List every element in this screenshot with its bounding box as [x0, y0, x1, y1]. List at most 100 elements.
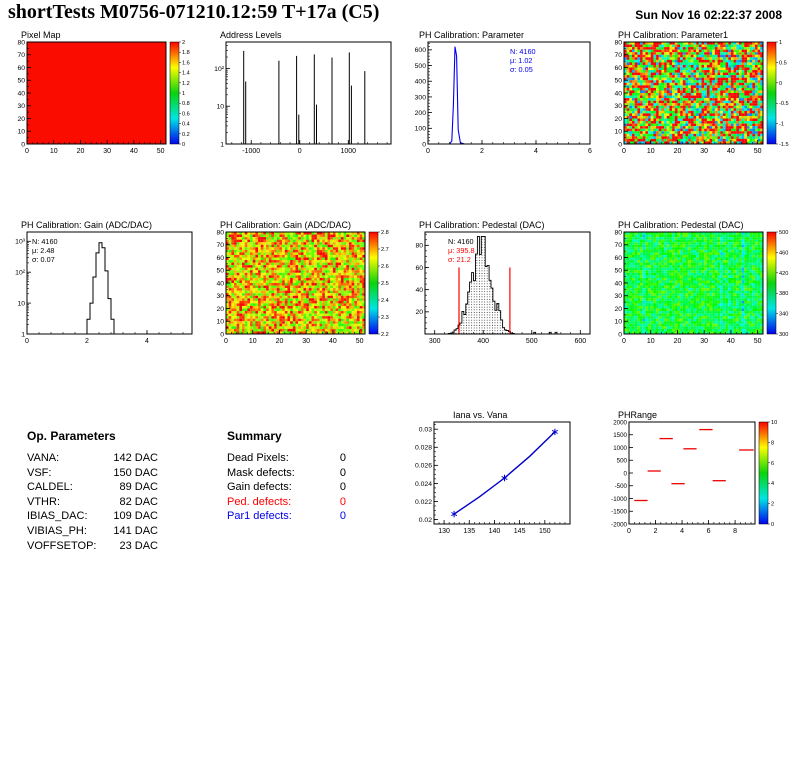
pad-pedestal-map: 0 10 20 30 40 50 0 10 20 30 40 50 60 70 80 500 460 420 380…	[597, 218, 796, 358]
summary-title: Summary	[227, 429, 282, 443]
pad-summary: Summary Dead Pixels: 0 Mask defects: 0 G…	[199, 408, 398, 548]
svg-text:10³: 10³	[15, 239, 26, 246]
svg-text:4: 4	[534, 148, 538, 155]
gain-heatmap: 0 10 20 30 40 50 0 10 20 30 40 50 60 70 80 2.8 2.7 2.6 2.5…	[216, 220, 389, 345]
svg-text:1.2: 1.2	[182, 81, 190, 87]
op-parameter-value: 109 DAC	[113, 510, 158, 523]
svg-text:10: 10	[17, 301, 25, 308]
svg-text:70: 70	[17, 52, 25, 59]
summary-value: 0	[339, 495, 346, 508]
summary-row: Dead Pixels: 0	[227, 451, 346, 466]
summary-value: 0	[339, 510, 346, 523]
svg-text:0: 0	[220, 331, 224, 338]
summary-row: Ped. defects: 0	[227, 495, 346, 510]
pad-gain-histogram: 0 2 4 1 10 10² 10³ PH Calibration: Gain (ADC/DA…	[0, 218, 199, 358]
svg-text:0: 0	[182, 142, 185, 148]
pad-address-levels: -1000 0 1000 1 10 10² Address Levels	[199, 28, 398, 168]
summary-label: Par1 defects:	[227, 510, 292, 523]
op-parameter-row: CALDEL: 89 DAC	[27, 480, 158, 495]
svg-text:Pixel Map: Pixel Map	[21, 30, 61, 40]
svg-text:2: 2	[85, 338, 89, 345]
svg-text:0.5: 0.5	[779, 60, 787, 66]
ph-range-chart: 0 2 4 6 82000150010005000-500-1000-1500-2000…	[611, 410, 777, 535]
svg-text:2: 2	[480, 148, 484, 155]
pad-ph-range: 0 2 4 6 8 2000 1500 1000 500 0 -500 -1000 -1500 -2000…	[597, 408, 796, 548]
op-parameter-row: VSF: 150 DAC	[27, 466, 158, 481]
summary-row: Gain defects: 0	[227, 480, 346, 495]
svg-text:40: 40	[216, 280, 224, 287]
svg-text:μ: 2.48: μ: 2.48	[32, 246, 54, 255]
op-parameter-row: VOFFSETOP: 23 DAC	[27, 539, 158, 554]
ph-parameter1-heatmap: 0 10 20 30 40 50 0 10 20 30 40 50 60 70 80 1 0.5 0 -0.5 -1 -…	[614, 30, 788, 155]
svg-text:0: 0	[21, 141, 25, 148]
op-parameter-row: VTHR: 82 DAC	[27, 495, 158, 510]
svg-text:0: 0	[25, 338, 29, 345]
svg-text:50: 50	[356, 338, 364, 345]
svg-text:70: 70	[216, 242, 224, 249]
svg-text:300: 300	[429, 338, 441, 345]
svg-text:0: 0	[618, 141, 622, 148]
svg-text:600: 600	[574, 338, 586, 345]
op-parameter-name: IBIAS_DAC:	[27, 510, 88, 523]
op-parameter-row: VIBIAS_PH: 141 DAC	[27, 524, 158, 539]
summary-label: Mask defects:	[227, 466, 295, 479]
svg-text:2.5: 2.5	[381, 281, 389, 287]
summary-label: Gain defects:	[227, 481, 292, 494]
svg-text:500: 500	[526, 338, 538, 345]
pad-pedestal-histogram: 300 400 500 600 20 40 60 80 PH Calibration: Pede…	[398, 218, 597, 358]
address-levels-chart: -1000 0 1000 1 10 10² Address Levels	[214, 30, 392, 155]
svg-text:2: 2	[182, 40, 185, 46]
svg-text:0: 0	[298, 148, 302, 155]
svg-text:PH Calibration: Parameter1: PH Calibration: Parameter1	[618, 30, 728, 40]
svg-text:50: 50	[754, 148, 762, 155]
svg-text:2.4: 2.4	[381, 298, 389, 304]
svg-text:500: 500	[415, 63, 427, 70]
svg-text:1.6: 1.6	[182, 60, 190, 66]
svg-text:60: 60	[216, 255, 224, 262]
svg-text:0.2: 0.2	[182, 132, 190, 138]
pad-ph-calibration-parameter: 0 2 4 6 0 100 200 300 400 500 600 PH Calibration: P…	[398, 28, 597, 168]
svg-text:40: 40	[614, 90, 622, 97]
svg-text:-1000: -1000	[242, 148, 260, 155]
op-parameter-value: 89 DAC	[119, 481, 158, 494]
pad-pixel-map: 0 10 20 30 40 50 0 10 20 30 40 50 60 70 80 2 1.8 1.6 1.4 1.…	[0, 28, 199, 168]
svg-text:PH Calibration: Parameter: PH Calibration: Parameter	[419, 30, 524, 40]
svg-text:0: 0	[779, 81, 782, 87]
svg-text:μ: 395.8: μ: 395.8	[448, 246, 475, 255]
svg-text:60: 60	[415, 265, 423, 272]
svg-text:50: 50	[157, 148, 165, 155]
svg-text:10: 10	[614, 129, 622, 136]
timestamp: Sun Nov 16 02:22:37 2008	[635, 8, 782, 22]
svg-text:20: 20	[77, 148, 85, 155]
svg-text:-1: -1	[779, 122, 784, 128]
svg-text:40: 40	[727, 148, 735, 155]
gain-histogram-chart: 0 2 4 1 10 10² 10³ PH Calibration: Gain (ADC/DA…	[15, 220, 193, 345]
summary-value: 0	[339, 452, 346, 464]
svg-text:30: 30	[216, 293, 224, 300]
svg-text:1.8: 1.8	[182, 50, 190, 56]
svg-text:0: 0	[422, 141, 426, 148]
op-parameter-name: VIBIAS_PH:	[27, 524, 87, 537]
svg-text:80: 80	[17, 39, 25, 46]
svg-text:2.3: 2.3	[381, 315, 389, 321]
svg-text:1: 1	[21, 331, 25, 338]
svg-text:20: 20	[216, 306, 224, 313]
svg-text:4: 4	[145, 338, 149, 345]
svg-text:10: 10	[17, 129, 25, 136]
ph-parameter-chart: 0 2 4 6 0 100 200 300 400 500 600 PH Calibration: P…	[415, 30, 592, 155]
svg-text:30: 30	[103, 148, 111, 155]
svg-text:PH Calibration: Pedestal (DAC): PH Calibration: Pedestal (DAC)	[419, 220, 545, 230]
page-title: shortTests M0756-071210.12:59 T+17a (C5)	[8, 1, 380, 23]
svg-text:0.8: 0.8	[182, 101, 190, 107]
op-parameter-name: VTHR:	[27, 495, 60, 508]
summary-row: Par1 defects: 0	[227, 509, 346, 524]
op-parameter-name: VSF:	[27, 466, 52, 479]
summary-value: 0	[339, 481, 346, 494]
op-parameter-value: 82 DAC	[119, 495, 158, 508]
svg-text:30: 30	[614, 103, 622, 110]
svg-text:PH Calibration: Gain (ADC/DAC): PH Calibration: Gain (ADC/DAC)	[21, 220, 152, 230]
svg-text:10: 10	[216, 319, 224, 326]
